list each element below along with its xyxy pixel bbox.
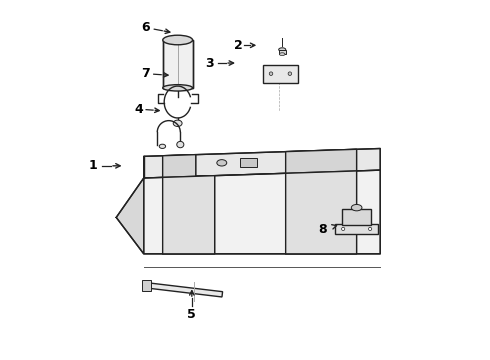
Polygon shape [286,149,357,173]
Text: 2: 2 [234,39,242,52]
Text: 1: 1 [88,159,97,172]
Polygon shape [147,283,222,297]
FancyBboxPatch shape [335,224,378,234]
Polygon shape [116,178,144,254]
Text: 6: 6 [142,21,150,34]
Ellipse shape [159,144,166,148]
FancyBboxPatch shape [241,158,257,167]
Polygon shape [163,40,193,88]
Polygon shape [163,155,196,177]
Ellipse shape [351,204,362,211]
Text: 3: 3 [205,57,214,69]
Ellipse shape [342,227,345,230]
Ellipse shape [288,72,292,76]
Ellipse shape [163,35,193,45]
Ellipse shape [279,48,286,51]
Ellipse shape [269,72,273,76]
Ellipse shape [217,159,227,166]
Text: 5: 5 [188,308,196,321]
Polygon shape [144,148,380,178]
Ellipse shape [368,227,372,230]
FancyBboxPatch shape [279,50,286,54]
Polygon shape [163,176,215,254]
Ellipse shape [163,85,193,91]
Text: 7: 7 [142,67,150,80]
FancyBboxPatch shape [342,209,371,225]
Ellipse shape [177,141,184,148]
Text: 4: 4 [134,103,143,116]
Ellipse shape [173,120,182,126]
Polygon shape [144,170,380,254]
Polygon shape [286,171,357,254]
Text: 8: 8 [318,223,327,236]
FancyBboxPatch shape [263,65,298,83]
Ellipse shape [279,53,285,55]
FancyBboxPatch shape [142,280,151,291]
